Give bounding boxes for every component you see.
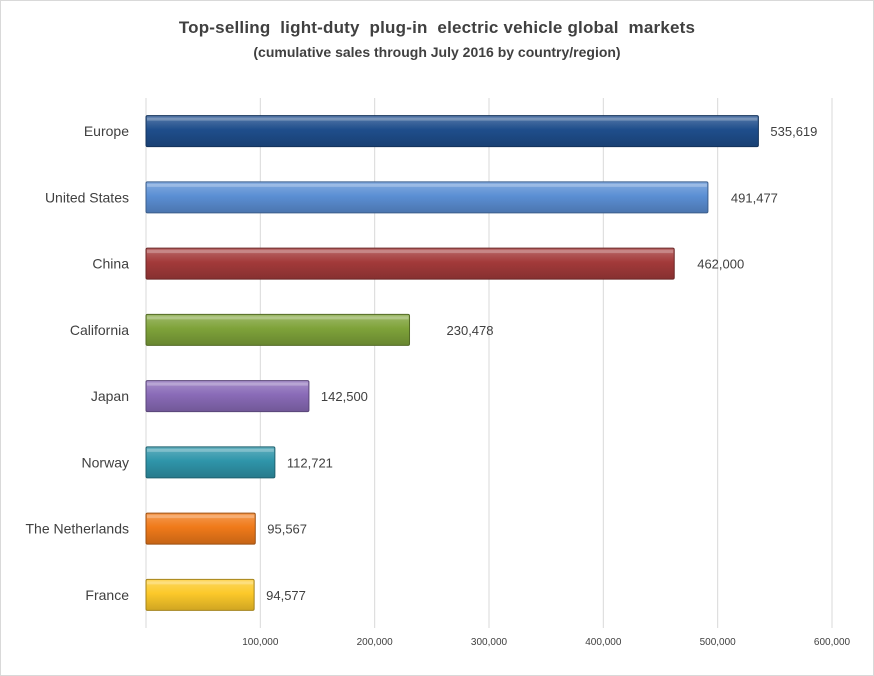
category-label: Norway — [82, 454, 129, 470]
data-label: 112,721 — [287, 455, 333, 470]
x-tick-label: 200,000 — [357, 637, 394, 648]
category-label: China — [92, 256, 129, 272]
x-tick-label: 600,000 — [814, 637, 851, 648]
bar — [145, 578, 255, 611]
bar-highlight — [147, 448, 274, 452]
bar-highlight — [147, 117, 758, 121]
bar — [145, 512, 256, 545]
data-label: 491,477 — [731, 190, 778, 205]
data-label: 535,619 — [770, 124, 817, 139]
chart-title-block: Top-selling light-duty plug-in electric … — [0, 18, 874, 60]
bar — [145, 247, 675, 280]
category-label: Europe — [84, 123, 129, 139]
category-label: United States — [45, 189, 129, 205]
bar-highlight — [147, 515, 255, 519]
x-tick-label: 300,000 — [471, 637, 508, 648]
category-label: California — [70, 322, 129, 338]
bar-highlight — [147, 250, 674, 254]
bar-highlight — [147, 581, 254, 585]
bar — [145, 115, 759, 148]
bar — [145, 181, 709, 214]
bar-highlight — [147, 316, 409, 320]
bar — [145, 313, 411, 346]
data-label: 95,567 — [267, 522, 307, 537]
category-label: France — [85, 587, 129, 603]
category-label: The Netherlands — [25, 521, 129, 537]
x-tick-label: 100,000 — [242, 637, 279, 648]
category-label: Japan — [91, 388, 129, 404]
x-tick-label: 500,000 — [700, 637, 737, 648]
bar-highlight — [147, 183, 707, 187]
bar — [145, 446, 276, 479]
data-label: 230,478 — [447, 323, 494, 338]
data-label: 142,500 — [321, 389, 368, 404]
chart-title: Top-selling light-duty plug-in electric … — [178, 18, 696, 37]
data-label: 94,577 — [266, 588, 306, 603]
bar — [145, 380, 310, 413]
bar-highlight — [147, 382, 308, 386]
chart-subtitle: (cumulative sales through July 2016 by c… — [253, 44, 621, 60]
data-label: 462,000 — [697, 257, 744, 272]
x-tick-label: 400,000 — [585, 637, 622, 648]
